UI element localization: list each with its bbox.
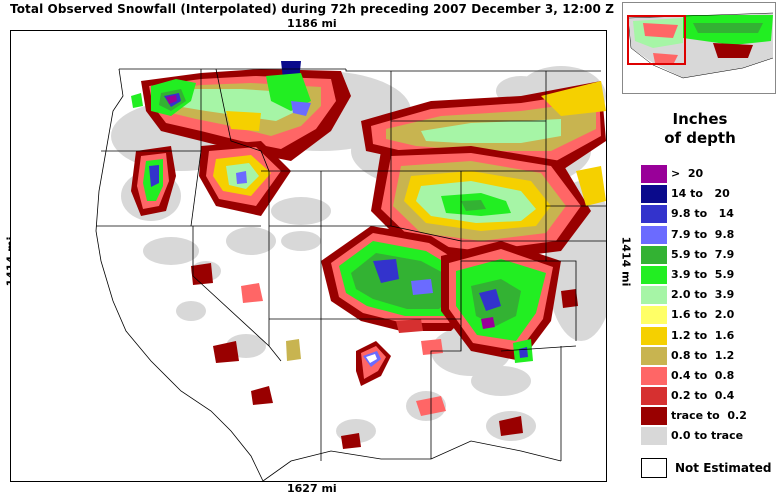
legend-label: 1.6 to 2.0 xyxy=(671,308,735,322)
scale-right-label: 1414 mi xyxy=(619,236,633,287)
legend-swatch xyxy=(641,407,667,426)
legend-row: 14 to 20 xyxy=(641,184,771,204)
legend-label: > 20 xyxy=(671,167,704,180)
legend-swatch xyxy=(641,306,667,325)
legend-row: 0.8 to 1.2 xyxy=(641,346,771,366)
legend-swatch xyxy=(641,245,667,264)
overview-inset-map[interactable] xyxy=(622,2,776,94)
legend-swatch xyxy=(641,205,667,224)
legend-title-line1: Inches xyxy=(672,110,728,128)
not-estimated-swatch xyxy=(641,458,667,478)
legend-label: 5.9 to 7.9 xyxy=(671,247,735,261)
legend-row: 3.9 to 5.9 xyxy=(641,265,771,285)
map-title: Total Observed Snowfall (Interpolated) d… xyxy=(10,2,614,16)
legend-row: 1.2 to 1.6 xyxy=(641,326,771,346)
legend-row: > 20 xyxy=(641,164,771,184)
legend-swatch xyxy=(641,265,667,284)
legend-row: 1.6 to 2.0 xyxy=(641,305,771,325)
legend-title-line2: of depth xyxy=(664,129,736,147)
legend-row: 0.4 to 0.8 xyxy=(641,366,771,386)
legend-row: 0.2 to 0.4 xyxy=(641,386,771,406)
legend-swatch xyxy=(641,427,667,446)
legend-row: 0.0 to trace xyxy=(641,426,771,446)
legend-swatch xyxy=(641,326,667,345)
snowfall-map[interactable] xyxy=(10,30,607,482)
not-estimated-key: Not Estimated xyxy=(641,458,776,478)
legend-label: 7.9 to 9.8 xyxy=(671,227,735,241)
legend-label: trace to 0.2 xyxy=(671,409,747,423)
legend-swatch xyxy=(641,185,667,204)
inset-highlight-box xyxy=(627,15,686,65)
legend-row: 7.9 to 9.8 xyxy=(641,225,771,245)
legend-row: 2.0 to 3.9 xyxy=(641,285,771,305)
legend-row: 5.9 to 7.9 xyxy=(641,245,771,265)
legend-label: 2.0 to 3.9 xyxy=(671,288,735,302)
scale-bottom-label: 1627 mi xyxy=(287,482,337,495)
legend-label: 0.2 to 0.4 xyxy=(671,389,735,403)
snowfall-areas xyxy=(131,61,606,449)
legend-label: 1.2 to 1.6 xyxy=(671,328,735,342)
legend-label: 3.9 to 5.9 xyxy=(671,267,735,281)
legend-label: 0.0 to trace xyxy=(671,429,744,443)
boundary-lines xyxy=(95,68,606,481)
legend: > 20 14 to 20 9.8 to 14 7.9 to 9.8 5.9 to 7.… xyxy=(641,164,771,447)
legend-row: 9.8 to 14 xyxy=(641,204,771,224)
legend-label: 0.4 to 0.8 xyxy=(671,368,735,382)
legend-swatch xyxy=(641,165,667,183)
legend-row: trace to 0.2 xyxy=(641,406,771,426)
legend-swatch xyxy=(641,346,667,365)
legend-swatch xyxy=(641,387,667,406)
scale-top-label: 1186 mi xyxy=(287,17,337,30)
legend-label: 9.8 to 14 xyxy=(671,207,734,221)
legend-swatch xyxy=(641,366,667,385)
legend-label: 0.8 to 1.2 xyxy=(671,348,735,362)
not-estimated-label: Not Estimated xyxy=(675,461,772,475)
legend-label: 14 to 20 xyxy=(671,187,730,201)
legend-swatch xyxy=(641,286,667,305)
legend-swatch xyxy=(641,225,667,244)
legend-title: Inches of depth xyxy=(640,110,760,148)
